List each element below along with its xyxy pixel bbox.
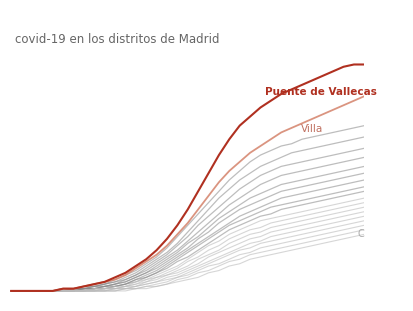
Text: covid-19 en los distritos de Madrid: covid-19 en los distritos de Madrid	[15, 33, 219, 46]
Text: C: C	[356, 229, 363, 239]
Text: Puente de Vallecas: Puente de Vallecas	[265, 87, 376, 97]
Text: Villa: Villa	[300, 124, 322, 134]
